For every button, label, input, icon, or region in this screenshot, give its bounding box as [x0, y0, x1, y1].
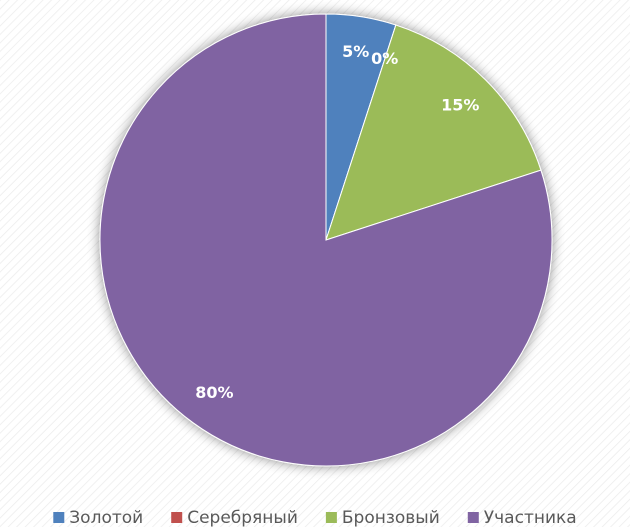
legend-swatch: [171, 512, 183, 523]
data-labels: 5% 0% 15% 80%: [195, 42, 479, 402]
legend: Золотой Серебряный Бронзовый Участника: [53, 508, 577, 528]
legend-label: Участника: [484, 508, 577, 527]
data-label: 80%: [195, 383, 233, 402]
data-label: 5%: [342, 42, 369, 61]
pie-slice: [325, 24, 542, 241]
pie-slice: [99, 13, 553, 467]
pie: [99, 13, 553, 467]
legend-label: Золотой: [69, 508, 143, 527]
legend-label: Бронзовый: [342, 508, 440, 527]
legend-label: Серебряный: [187, 508, 298, 527]
data-label: 0%: [371, 49, 398, 68]
legend-swatch: [467, 512, 479, 523]
legend-swatch: [325, 512, 337, 523]
legend-swatch: [53, 512, 65, 523]
data-label: 15%: [441, 95, 479, 114]
